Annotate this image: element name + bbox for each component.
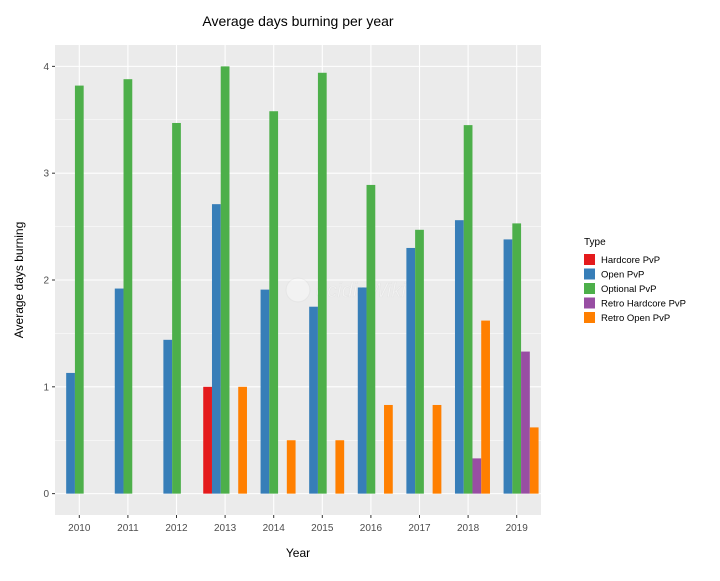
legend-title: Type — [584, 237, 606, 248]
x-tick-label: 2013 — [214, 523, 237, 534]
legend-swatch — [584, 254, 595, 265]
bar — [366, 184, 376, 494]
bar — [472, 458, 482, 494]
y-axis-label: Average days burning — [12, 222, 26, 339]
y-tick-label: 1 — [43, 382, 49, 393]
legend-label: Open PvP — [601, 270, 644, 281]
legend-swatch — [584, 297, 595, 309]
bar — [163, 339, 173, 494]
bar — [415, 229, 424, 494]
x-axis: 2010 2011 2012 2013 2014 2015 2016 2017 2018 2019 — [68, 515, 528, 534]
legend-label: Optional PvP — [601, 284, 656, 295]
watermark: ecidiaWiki — [285, 277, 407, 303]
legend-label: Retro Open PvP — [601, 313, 670, 324]
legend: Type Hardcore PvP Open PvP Optional PvP Ret… — [584, 237, 686, 324]
y-tick-label: 3 — [43, 169, 49, 180]
bar — [406, 247, 416, 494]
bar — [335, 440, 345, 494]
bar — [238, 386, 247, 494]
legend-label: Retro Hardcore PvP — [601, 299, 686, 310]
bar — [286, 440, 296, 494]
x-tick-label: 2011 — [117, 523, 139, 534]
legend-label: Hardcore PvP — [601, 255, 660, 266]
bars-layer — [66, 66, 539, 494]
x-tick-label: 2014 — [263, 523, 286, 534]
bar — [220, 66, 230, 494]
x-tick-label: 2016 — [360, 523, 383, 534]
bar — [317, 72, 327, 494]
y-axis: 0 1 2 3 4 — [43, 62, 55, 500]
x-tick-label: 2010 — [68, 523, 91, 534]
x-tick-label: 2019 — [506, 523, 529, 534]
bar — [269, 111, 279, 494]
bar — [503, 239, 513, 494]
bar — [521, 351, 530, 494]
bar — [432, 404, 442, 494]
x-axis-label: Year — [286, 546, 310, 560]
bar — [66, 372, 75, 494]
bar — [529, 427, 539, 494]
legend-swatch — [584, 312, 595, 323]
bar — [384, 404, 393, 494]
x-tick-label: 2017 — [408, 523, 431, 534]
bar — [454, 220, 464, 494]
y-tick-label: 4 — [43, 62, 49, 73]
bar — [309, 306, 318, 494]
x-tick-label: 2018 — [457, 523, 480, 534]
bar — [463, 125, 473, 494]
bar — [114, 288, 124, 494]
x-tick-label: 2015 — [311, 523, 334, 534]
bar — [260, 289, 270, 494]
bar — [481, 320, 490, 494]
bar — [74, 85, 84, 494]
bar — [172, 122, 181, 494]
legend-swatch — [584, 283, 595, 294]
y-tick-label: 2 — [43, 276, 49, 287]
x-tick-label: 2012 — [165, 523, 188, 534]
bar — [203, 386, 212, 494]
y-tick-label: 0 — [43, 489, 49, 500]
bar — [211, 204, 221, 494]
chart-title: Average days burning per year — [202, 13, 394, 29]
bar — [512, 223, 522, 494]
bar — [123, 79, 133, 494]
watermark-logo — [285, 277, 311, 303]
legend-swatch — [584, 268, 595, 280]
bar — [357, 287, 367, 494]
